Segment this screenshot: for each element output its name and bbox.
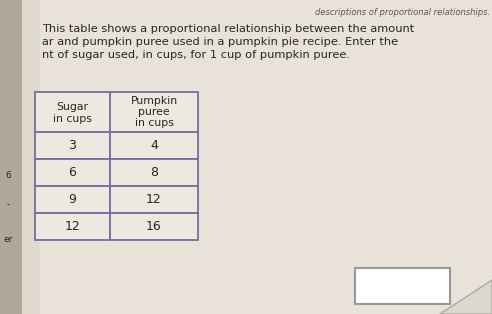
Text: puree: puree — [138, 107, 170, 117]
Bar — [22, 0, 40, 314]
Bar — [110, 159, 198, 186]
Text: ar and pumpkin puree used in a pumpkin pie recipe. Enter the: ar and pumpkin puree used in a pumpkin p… — [42, 37, 398, 47]
Text: 6: 6 — [68, 166, 76, 179]
Polygon shape — [440, 280, 492, 314]
Bar — [355, 268, 450, 304]
Text: nt of sugar used, in cups, for 1 cup of pumpkin puree.: nt of sugar used, in cups, for 1 cup of … — [42, 50, 350, 60]
Text: 4: 4 — [150, 139, 158, 152]
Bar — [35, 159, 110, 186]
Text: 6: 6 — [5, 171, 11, 180]
Text: 8: 8 — [150, 166, 158, 179]
Bar — [35, 213, 110, 240]
Text: in cups: in cups — [53, 114, 92, 124]
Text: in cups: in cups — [135, 118, 174, 128]
Bar — [35, 186, 110, 213]
Bar — [110, 213, 198, 240]
Text: Sugar: Sugar — [57, 102, 89, 112]
Text: er: er — [3, 236, 13, 245]
Bar — [110, 186, 198, 213]
Text: descriptions of proportional relationships.: descriptions of proportional relationshi… — [315, 8, 490, 17]
Bar — [35, 132, 110, 159]
Text: -: - — [6, 201, 10, 209]
Text: 9: 9 — [68, 193, 76, 206]
Text: 12: 12 — [146, 193, 162, 206]
Text: 12: 12 — [64, 220, 80, 233]
Bar — [110, 132, 198, 159]
Text: This table shows a proportional relationship between the amount: This table shows a proportional relation… — [42, 24, 414, 34]
Bar — [35, 92, 198, 132]
Text: 3: 3 — [68, 139, 76, 152]
Text: 16: 16 — [146, 220, 162, 233]
Bar — [0, 0, 22, 314]
Text: Pumpkin: Pumpkin — [130, 96, 178, 106]
